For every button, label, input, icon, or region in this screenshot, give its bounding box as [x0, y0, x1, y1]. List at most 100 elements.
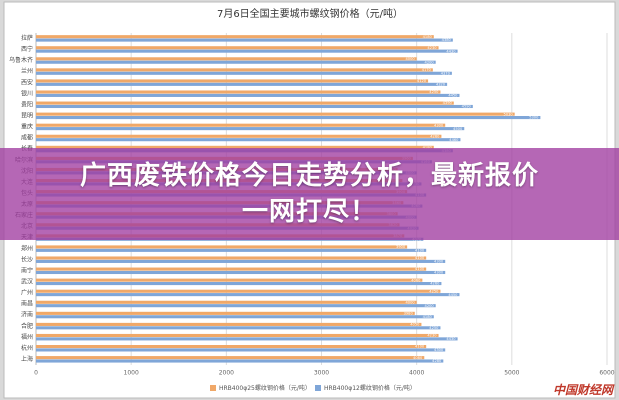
- bar: [36, 359, 444, 363]
- bar: [36, 134, 442, 138]
- bar: [36, 127, 465, 131]
- value-label: 3900: [396, 245, 406, 249]
- bar: [36, 82, 448, 86]
- value-label: 4080: [413, 356, 423, 360]
- value-label: 4000: [406, 300, 416, 304]
- bar: [36, 256, 427, 260]
- bar: [36, 345, 427, 349]
- value-label: 4230: [427, 46, 437, 50]
- y-tick-label: 成都: [21, 134, 33, 142]
- y-tick-label: 西安: [21, 78, 33, 86]
- bar: [36, 304, 436, 308]
- bar: [36, 116, 541, 120]
- value-label: 4260: [430, 282, 440, 286]
- bar: [36, 93, 460, 97]
- bar: [36, 145, 434, 149]
- y-tick-label: 广州: [21, 289, 33, 297]
- y-tick-label: 福州: [21, 333, 33, 341]
- y-tick-label: 杭州: [21, 344, 33, 352]
- value-label: 4100: [415, 345, 425, 349]
- y-tick-label: 济南: [21, 311, 33, 319]
- value-label: 4180: [423, 146, 433, 150]
- value-label: 4430: [446, 337, 456, 341]
- x-tick-label: 0: [34, 370, 38, 377]
- bar: [36, 293, 460, 297]
- bar: [36, 71, 452, 75]
- value-label: 4300: [434, 271, 444, 275]
- x-tick-label: 4000: [409, 370, 424, 377]
- value-label: 4280: [432, 359, 442, 363]
- y-tick-label: 银川: [21, 89, 33, 97]
- x-tick-label: 5000: [504, 370, 519, 377]
- value-label: 4250: [429, 90, 439, 94]
- bar: [36, 322, 422, 326]
- value-label: 4100: [415, 249, 425, 253]
- y-tick-label: 合肥: [21, 322, 33, 330]
- bar: [36, 79, 429, 83]
- bar: [36, 311, 415, 315]
- value-label: 4300: [434, 348, 444, 352]
- y-tick-label: 南宁: [21, 266, 33, 274]
- value-label: 4460: [449, 138, 459, 142]
- value-label: 4250: [429, 326, 439, 330]
- value-label: 4370: [441, 71, 451, 75]
- y-tick-label: 武汉: [21, 278, 33, 286]
- value-label: 4180: [423, 35, 433, 39]
- bar: [36, 278, 423, 282]
- x-tick-label: 6000: [599, 370, 614, 377]
- value-label: 4380: [442, 38, 452, 42]
- y-tick-label: 重庆: [21, 123, 33, 131]
- bar: [36, 259, 446, 263]
- value-label: 4450: [448, 94, 458, 98]
- bar: [36, 104, 473, 109]
- bar: [36, 270, 446, 275]
- value-label: 3980: [404, 312, 414, 316]
- value-label: 4250: [429, 289, 439, 293]
- bar: [36, 49, 458, 53]
- bar: [36, 46, 439, 50]
- value-label: 4230: [427, 334, 437, 338]
- legend-swatch: [315, 385, 321, 391]
- bar: [36, 248, 427, 252]
- y-tick-label: 拉萨: [21, 34, 33, 42]
- value-label: 4060: [411, 278, 421, 282]
- bar: [36, 112, 515, 116]
- value-label: 4170: [422, 68, 432, 72]
- chart-title: 7月6日全国主要城市螺纹钢价格（元/吨）: [217, 7, 403, 20]
- value-label: 4200: [425, 60, 435, 64]
- y-tick-label: 南昌: [21, 300, 33, 308]
- value-label: 4120: [417, 79, 427, 83]
- bar: [36, 333, 439, 338]
- y-tick-label: 兰州: [21, 67, 33, 75]
- bar: [36, 326, 441, 330]
- bar: [36, 337, 458, 341]
- value-label: 4430: [446, 49, 456, 53]
- bar: [36, 245, 408, 249]
- bar: [36, 289, 441, 293]
- x-tick-label: 2000: [219, 370, 234, 377]
- y-tick-label: 贵阳: [21, 100, 33, 108]
- bar: [36, 68, 433, 72]
- y-tick-label: 西宁: [21, 45, 33, 53]
- value-label: 4100: [415, 256, 425, 260]
- value-label: 4300: [434, 123, 444, 127]
- y-tick-label: 郑州: [21, 244, 33, 252]
- bar: [36, 267, 427, 271]
- value-label: 4260: [430, 134, 440, 138]
- value-label: 4050: [410, 323, 420, 327]
- bar: [36, 90, 441, 94]
- bar: [36, 348, 446, 352]
- y-tick-label: 昆明: [21, 113, 33, 120]
- bar: [36, 138, 461, 142]
- bar: [36, 57, 417, 61]
- banner-text: 广西废铁价格今日走势分析，最新报价一网打尽！: [79, 161, 539, 227]
- value-label: 4320: [436, 83, 446, 87]
- value-label: 4180: [423, 315, 433, 319]
- value-label: 4500: [453, 127, 463, 131]
- value-label: 4300: [434, 260, 444, 264]
- bar: [36, 35, 434, 39]
- value-label: 4000: [406, 57, 416, 61]
- y-tick-label: 上海: [21, 355, 33, 363]
- bar: [36, 315, 434, 319]
